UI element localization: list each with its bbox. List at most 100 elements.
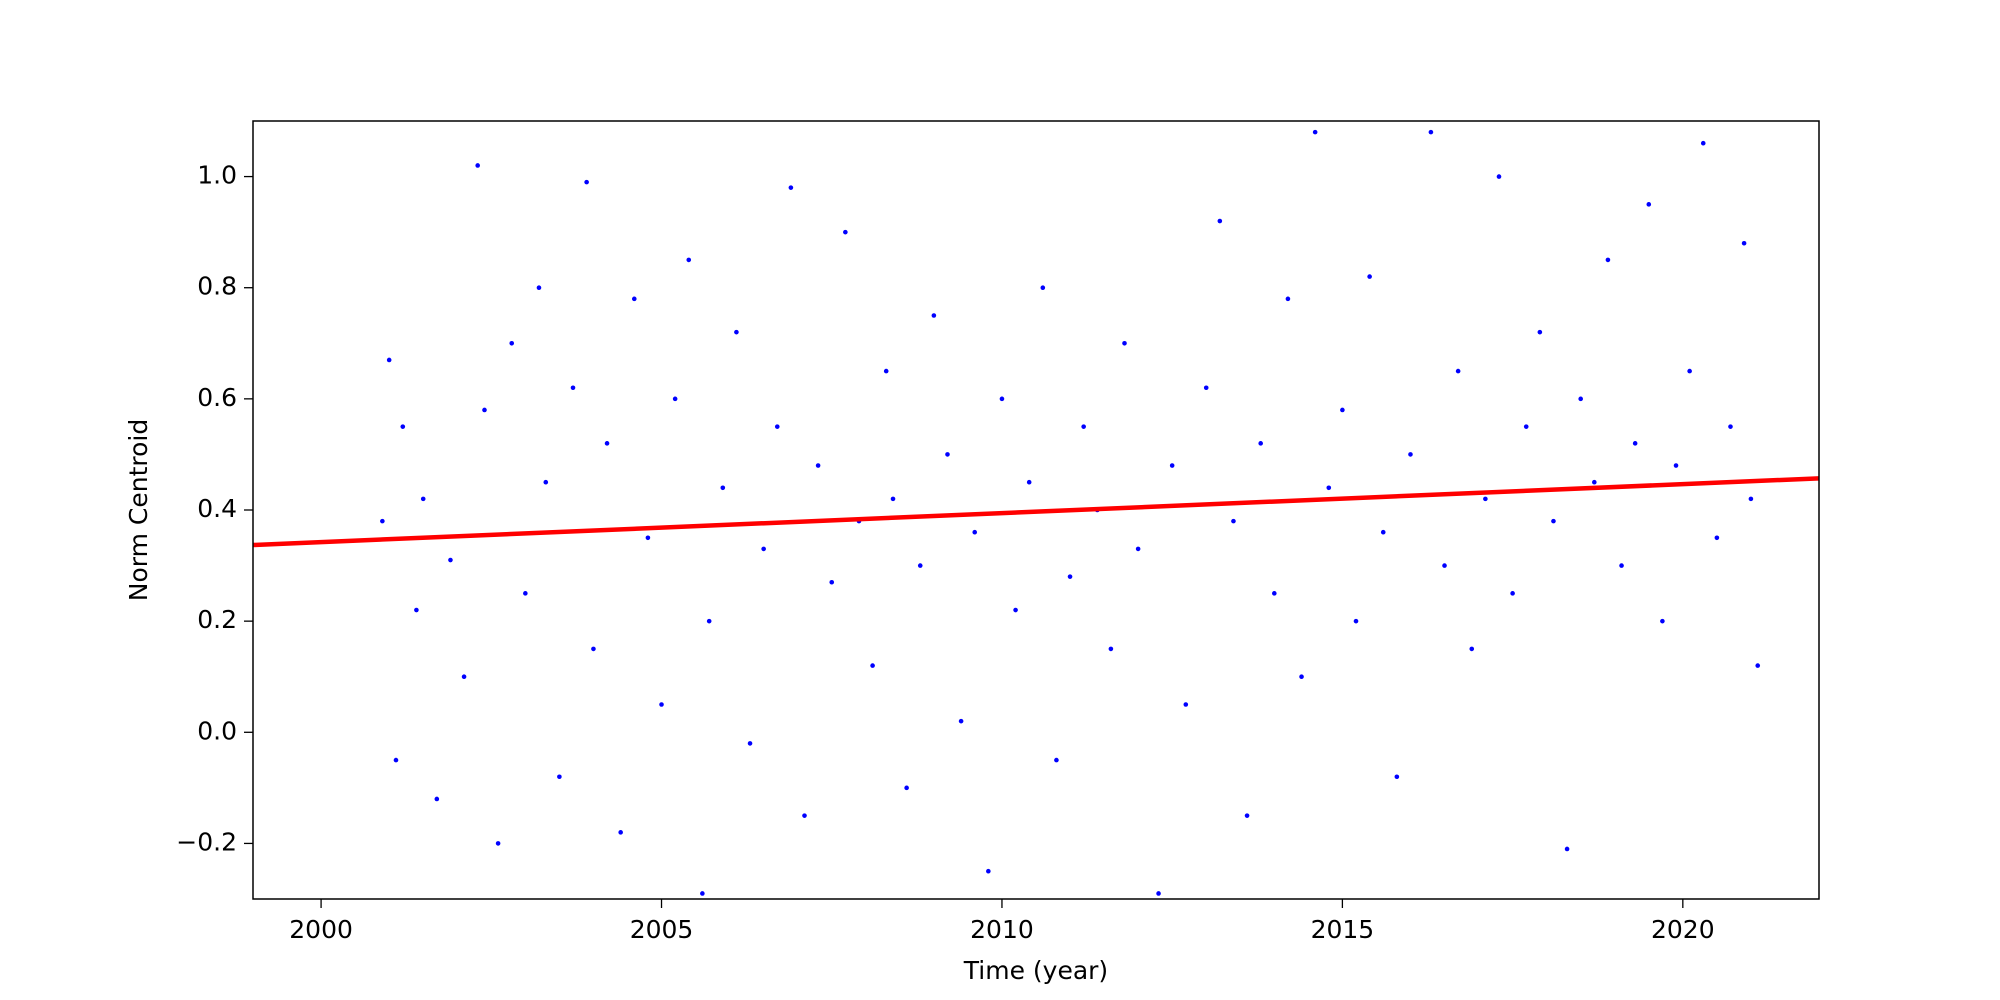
y-tick-label: 0.0 — [197, 716, 237, 745]
data-point — [986, 868, 991, 874]
data-point — [945, 452, 950, 457]
data-point — [475, 163, 480, 168]
data-point — [1231, 518, 1236, 524]
data-point — [1203, 385, 1209, 391]
data-point — [1646, 202, 1652, 207]
data-point — [672, 396, 678, 402]
data-point — [1748, 496, 1754, 502]
data-point — [761, 546, 766, 552]
data-point — [1040, 285, 1046, 291]
data-point — [1673, 463, 1679, 468]
data-point — [1026, 479, 1032, 485]
data-point — [1483, 496, 1488, 502]
data-point — [1455, 368, 1461, 374]
y-tick-label: 0.4 — [197, 494, 237, 523]
data-point — [1285, 296, 1291, 302]
data-point — [829, 579, 835, 585]
data-point — [1054, 757, 1059, 763]
x-tick-label: 2000 — [289, 915, 353, 944]
data-point — [1081, 424, 1086, 429]
data-point — [870, 663, 875, 668]
data-point — [1578, 396, 1583, 402]
x-tick-label: 2020 — [1651, 915, 1715, 944]
data-point — [1687, 368, 1692, 374]
data-point — [1755, 663, 1761, 668]
data-point — [400, 424, 406, 429]
x-tick-label: 2015 — [1311, 915, 1375, 944]
data-point — [659, 702, 664, 707]
data-point — [1619, 563, 1624, 568]
data-point — [972, 529, 978, 535]
data-point — [1700, 140, 1706, 146]
data-point — [1551, 518, 1556, 524]
data-point — [1258, 441, 1263, 446]
data-point — [1510, 591, 1515, 596]
data-point — [386, 357, 392, 363]
data-point — [584, 179, 589, 185]
data-point — [1312, 129, 1318, 135]
data-point — [448, 557, 453, 563]
data-point — [883, 368, 889, 374]
data-point — [523, 591, 528, 596]
data-point — [536, 285, 542, 291]
data-point — [734, 329, 739, 335]
y-tick-label: 0.2 — [197, 605, 237, 634]
data-point — [1660, 618, 1665, 624]
plot-frame — [252, 120, 1820, 900]
data-point — [557, 774, 562, 780]
data-point — [1523, 424, 1529, 429]
data-point — [720, 485, 726, 491]
data-point — [815, 463, 821, 468]
y-tick-label: 1.0 — [197, 161, 237, 190]
y-axis-label: Norm Centroid — [124, 419, 153, 601]
data-point — [591, 646, 596, 652]
data-point — [1244, 813, 1250, 818]
data-point — [904, 785, 909, 791]
data-point — [1741, 240, 1747, 246]
data-point — [1122, 340, 1127, 346]
data-point — [843, 229, 848, 235]
data-point — [1428, 129, 1434, 135]
data-point — [1496, 174, 1502, 179]
data-point — [393, 757, 399, 763]
data-point — [543, 479, 549, 485]
data-point — [645, 535, 651, 541]
data-point — [1108, 646, 1114, 652]
data-point — [802, 813, 807, 818]
data-point — [890, 496, 896, 502]
y-tick-label: −0.2 — [176, 827, 237, 856]
x-tick-label: 2005 — [630, 915, 694, 944]
data-point — [686, 257, 692, 263]
data-point — [495, 841, 501, 846]
y-tick-label: 0.8 — [197, 272, 237, 301]
data-point — [461, 674, 467, 680]
data-point — [1564, 846, 1570, 852]
data-point — [1156, 891, 1161, 896]
data-point — [958, 718, 964, 724]
data-point — [509, 340, 515, 346]
data-point — [1380, 529, 1386, 535]
data-point — [1469, 646, 1475, 652]
data-point — [1537, 329, 1543, 335]
data-point — [999, 396, 1005, 402]
data-point — [380, 518, 385, 524]
data-point — [414, 607, 419, 613]
data-point — [1135, 546, 1141, 552]
data-point — [1217, 218, 1223, 224]
data-point — [706, 618, 712, 624]
data-point — [1340, 407, 1345, 413]
data-point — [1394, 774, 1400, 780]
data-point — [420, 496, 426, 502]
data-point — [618, 830, 623, 835]
data-point — [1353, 618, 1359, 624]
data-point — [1632, 441, 1638, 446]
fit-line — [253, 476, 1819, 548]
data-point — [482, 407, 487, 413]
data-point — [604, 441, 610, 446]
data-point — [700, 891, 705, 896]
x-axis-label: Time (year) — [963, 956, 1108, 985]
data-point — [1605, 257, 1611, 263]
data-point — [1299, 674, 1304, 680]
data-point — [1013, 607, 1018, 613]
